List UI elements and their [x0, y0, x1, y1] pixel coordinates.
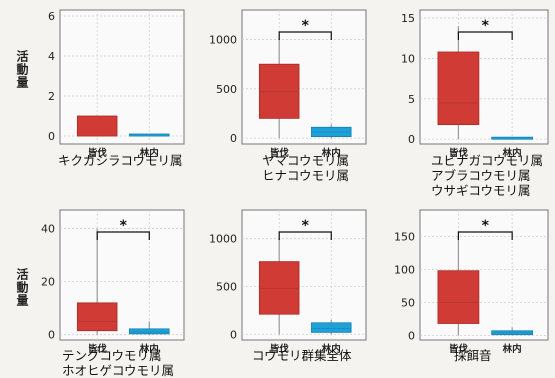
panel-2-caption: ヤマコウモリ属 ヒナコウモリ属 [262, 153, 349, 183]
panel-2-plot: 0 500 1000 皆伐 林内 * [209, 9, 367, 159]
significance-bracket [457, 231, 513, 240]
y-tick-label: 150 [394, 230, 415, 243]
y-tick-label: 1000 [209, 34, 237, 47]
panel-6-caption: 採餌音 [454, 348, 492, 363]
significance-marker: * [482, 218, 490, 234]
box-kaibatsu [437, 270, 480, 324]
x-tick-label: 林内 [322, 343, 341, 355]
caption-line: ヤマコウモリ属 [262, 153, 350, 168]
y-tick-label: 5 [408, 93, 415, 106]
y-tick-label: 0 [230, 132, 237, 145]
box-kaibatsu [437, 51, 480, 126]
caption-line: コウモリ群集全体 [252, 348, 352, 363]
y-tick-label: 6 [48, 10, 55, 23]
x-tick-label: 皆伐 [449, 147, 469, 159]
panel-4-caption: テングコウモリ属 ホオヒゲコウモリ属 [62, 348, 174, 378]
panel-1-plot: 0 2 4 6 皆伐 林内 [48, 9, 185, 159]
y-tick-label: 0 [48, 130, 55, 143]
caption-line: キクガシラコウモリ属 [58, 153, 183, 168]
y-tick-label: 50 [401, 296, 415, 309]
caption-line: ユビナガコウモリ属 [431, 153, 544, 168]
caption-line: アブラコウモリ属 [431, 168, 531, 183]
x-tick-label: 林内 [503, 147, 522, 159]
significance-bracket [457, 31, 513, 40]
y-tick-label: 1000 [209, 233, 237, 246]
y-tick-label: 4 [48, 50, 55, 63]
y-tick-label: 2 [48, 90, 55, 103]
significance-marker: * [302, 218, 310, 234]
x-tick-label: 皆伐 [88, 343, 108, 355]
caption-line: ウサギコウモリ属 [431, 183, 531, 198]
panel-5-caption: コウモリ群集全体 [252, 348, 352, 363]
significance-bracket [278, 231, 332, 240]
y-tick-label: 500 [216, 83, 237, 96]
y-axis-label-bottom: 活動量 [15, 268, 29, 307]
x-tick-label: 皆伐 [270, 147, 290, 159]
x-tick-label: 林内 [140, 343, 159, 355]
y-tick-label: 10 [401, 52, 415, 65]
box-kaibatsu [76, 115, 118, 137]
y-tick-label: 0 [408, 329, 415, 342]
y-tick-label: 0 [408, 133, 415, 146]
panel-3-caption: ユビナガコウモリ属 アブラコウモリ属 ウサギコウモリ属 [431, 153, 543, 198]
significance-marker: * [302, 18, 310, 34]
box-kaibatsu [76, 302, 118, 332]
significance-marker: * [482, 18, 490, 34]
panel-6-plot: 0 50 100 150 皆伐 林内 * [394, 209, 549, 355]
y-tick-label: 0 [48, 329, 55, 342]
x-tick-label: 林内 [322, 147, 341, 159]
y-axis-label-top: 活動量 [15, 50, 29, 89]
box-rinnai [311, 322, 352, 333]
significance-marker: * [120, 218, 128, 234]
y-tick-label: 100 [394, 263, 415, 276]
significance-bracket [278, 31, 332, 40]
panel-4-plot: 0 20 40 皆伐 林内 * [41, 209, 185, 355]
panel-3-plot: 0 5 10 15 皆伐 林内 * [401, 9, 549, 159]
caption-line: 採餌音 [454, 348, 492, 363]
caption-line: ホオヒゲコウモリ属 [62, 363, 175, 378]
y-tick-label: 0 [230, 328, 237, 341]
x-tick-label: 皆伐 [449, 343, 469, 355]
y-tick-label: 500 [216, 280, 237, 293]
x-tick-label: 皆伐 [88, 147, 108, 159]
caption-line: ヒナコウモリ属 [262, 168, 350, 183]
panel-1-caption: キクガシラコウモリ属 [58, 153, 183, 168]
y-tick-label: 40 [41, 223, 55, 236]
x-tick-label: 皆伐 [270, 343, 290, 355]
x-tick-label: 林内 [503, 343, 522, 355]
significance-bracket [96, 231, 150, 240]
y-tick-label: 20 [41, 276, 55, 289]
panel-5-plot: 0 500 1000 皆伐 林内 * [209, 209, 367, 355]
caption-line: テングコウモリ属 [62, 348, 162, 363]
x-tick-label: 林内 [140, 147, 159, 159]
y-tick-label: 15 [401, 12, 415, 25]
box-rinnai [129, 328, 170, 335]
